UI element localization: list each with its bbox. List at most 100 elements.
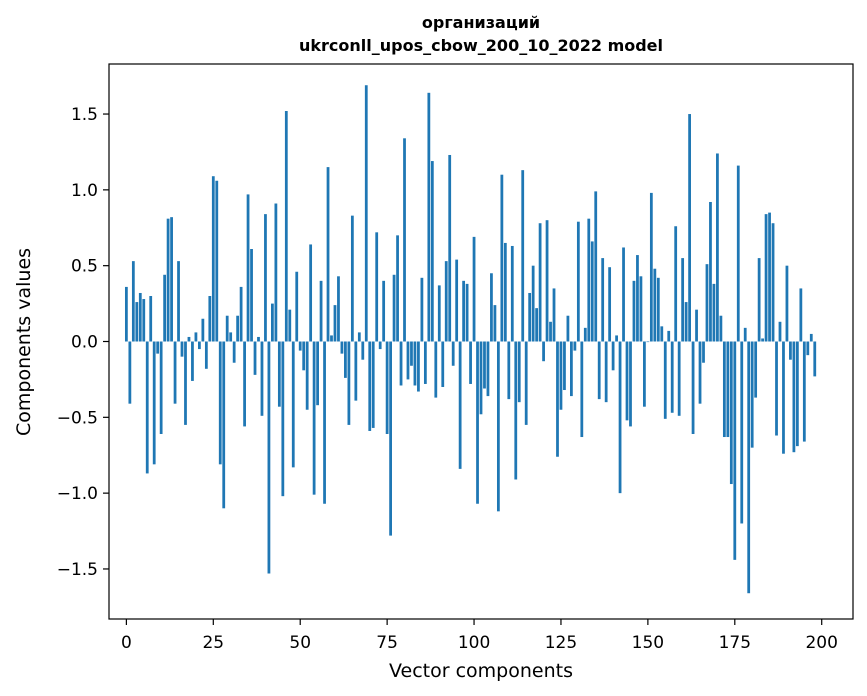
bar: [517, 341, 521, 403]
x-tick-label: 25: [202, 633, 224, 653]
bar: [156, 341, 160, 354]
bar: [580, 341, 584, 438]
bar: [667, 330, 671, 342]
bar: [764, 214, 768, 342]
bar: [785, 265, 789, 342]
y-axis-ticks: 1.5 1.0 0.5 0.0 −0.5 −1.0 −1.5: [57, 105, 109, 580]
bar: [538, 223, 542, 342]
x-tick-label: 125: [545, 633, 577, 653]
bar: [615, 335, 618, 342]
bar: [566, 315, 570, 342]
bar: [305, 341, 309, 410]
bar: [378, 341, 382, 350]
bar: [382, 280, 386, 342]
bar: [542, 341, 545, 362]
bar: [208, 296, 212, 342]
bar: [375, 232, 379, 342]
bar: [246, 194, 250, 342]
bar: [552, 288, 556, 342]
bar: [531, 265, 535, 342]
bar: [789, 341, 792, 360]
bar: [413, 341, 417, 386]
bar: [361, 341, 365, 360]
bar: [754, 341, 758, 398]
bar: [277, 341, 281, 407]
bar: [163, 274, 167, 342]
bar: [663, 341, 667, 419]
bar: [222, 341, 226, 509]
bar: [483, 341, 486, 389]
bar: [743, 327, 747, 342]
bar: [691, 341, 695, 434]
chart-title-line-1: организаций: [422, 13, 540, 32]
bar: [180, 341, 184, 357]
bar: [545, 220, 549, 342]
x-tick-label: 175: [719, 633, 751, 653]
bar: [465, 283, 469, 342]
bar: [799, 288, 803, 342]
bar: [250, 249, 253, 342]
x-tick-label: 100: [458, 633, 490, 653]
bar: [131, 261, 135, 342]
bar: [643, 341, 646, 407]
bar: [201, 318, 205, 342]
bar: [451, 341, 455, 366]
bar: [211, 176, 215, 342]
bar: [802, 341, 806, 442]
bar: [792, 341, 796, 453]
bar: [559, 341, 563, 410]
bar: [396, 235, 399, 342]
bar: [507, 341, 511, 400]
bar: [198, 341, 201, 350]
bar: [576, 221, 580, 342]
bar: [229, 332, 233, 342]
bar: [750, 341, 754, 448]
bar: [729, 341, 733, 485]
bar: [406, 341, 410, 380]
bar: [573, 341, 577, 351]
bar: [733, 341, 737, 560]
bar: [389, 341, 392, 536]
bar: [364, 85, 368, 342]
bar: [719, 315, 723, 342]
bar: [444, 261, 448, 342]
bar: [570, 341, 573, 397]
bar: [225, 315, 229, 342]
bar: [423, 341, 427, 384]
bar: [403, 138, 406, 342]
bar: [218, 341, 222, 465]
bar: [420, 277, 424, 342]
bar: [629, 341, 632, 427]
bar: [670, 341, 674, 413]
y-axis-label: Components values: [13, 248, 35, 436]
bar: [368, 341, 372, 431]
bar: [354, 341, 358, 401]
bar: [371, 341, 375, 428]
bar: [434, 341, 438, 398]
bar: [417, 341, 420, 392]
bar: [215, 180, 219, 342]
x-axis-ticks: 0 25 50 75 100 125 150 175 200: [121, 619, 838, 653]
bar: [736, 165, 740, 342]
bars-group: [124, 85, 817, 594]
chart-title-line-2: ukrconll_upos_cbow_200_10_2022 model: [299, 36, 663, 55]
bar: [604, 341, 608, 403]
bar: [503, 242, 507, 342]
bar: [410, 341, 413, 366]
y-tick-label: 1.5: [71, 105, 98, 125]
bar: [455, 259, 459, 342]
bar: [747, 341, 751, 594]
bar: [145, 341, 149, 474]
bar: [191, 341, 194, 381]
bar: [795, 341, 799, 447]
y-tick-label: 0.5: [71, 257, 98, 277]
bar: [782, 341, 785, 454]
bar: [716, 153, 719, 342]
bar: [740, 341, 744, 524]
bar: [688, 114, 691, 342]
bar: [712, 283, 716, 342]
bar: [257, 336, 260, 342]
bar: [291, 341, 295, 468]
bar: [514, 341, 518, 480]
bar: [778, 321, 782, 342]
